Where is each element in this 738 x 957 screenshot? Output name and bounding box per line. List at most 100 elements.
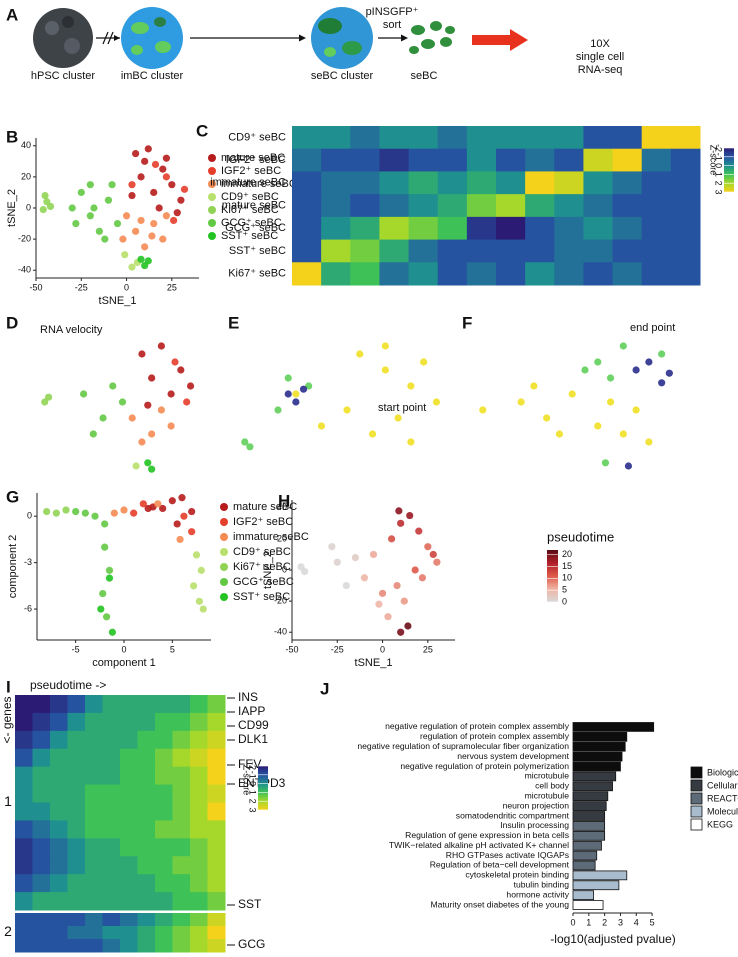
- colorbar-tick-label: 0: [248, 781, 258, 786]
- heat-cell: [321, 126, 351, 150]
- point: [43, 507, 51, 516]
- heat-cell: [15, 748, 33, 768]
- step-label: imBC cluster: [121, 70, 184, 82]
- category-label: Regulation of beta−cell development: [430, 860, 570, 870]
- colorbar-tick-label: 2: [248, 799, 258, 804]
- point: [594, 422, 602, 430]
- heat-cell: [32, 838, 51, 857]
- schematic: [33, 7, 528, 69]
- point: [299, 385, 308, 393]
- category-label: tubulin binding: [514, 880, 570, 890]
- point: [177, 196, 185, 204]
- cell-icon: [411, 25, 425, 35]
- heat-cell: [207, 695, 226, 714]
- heat-cell: [32, 926, 51, 940]
- heat-cell: [15, 766, 33, 786]
- heat-cell: [155, 926, 173, 940]
- point: [119, 235, 127, 243]
- heat-cell: [137, 784, 156, 803]
- heat-cell: [15, 939, 33, 953]
- heat-cell: [292, 126, 322, 150]
- x-axis-label: tSNE_1: [99, 295, 137, 307]
- heat-cell: [15, 926, 33, 940]
- heat-cell: [190, 802, 208, 821]
- bar: [572, 741, 626, 752]
- heat-cell: [379, 148, 410, 172]
- point: [177, 366, 185, 374]
- heat-cell: [583, 194, 614, 218]
- colorbar: [724, 148, 734, 192]
- heat-cell: [137, 926, 156, 940]
- heat-cell: [32, 748, 51, 768]
- bar: [572, 771, 617, 782]
- heat-cell: [554, 262, 584, 286]
- bar: [572, 821, 606, 831]
- heat-cell: [85, 939, 103, 953]
- heat-cell: [137, 766, 156, 786]
- heat-cell: [120, 926, 138, 940]
- heat-cell: [32, 712, 51, 732]
- step-label: seBC: [411, 70, 438, 82]
- point: [41, 191, 49, 200]
- break-mark: [102, 31, 114, 45]
- legend-label: GCG⁺ seBC: [233, 576, 294, 588]
- point: [369, 550, 378, 559]
- colorbar-tick-label: -2: [714, 144, 724, 152]
- point: [418, 574, 426, 582]
- heat-cell: [190, 856, 208, 875]
- point: [601, 459, 610, 467]
- gene-label: GCG: [238, 937, 265, 951]
- y-tick-label: -3: [24, 557, 32, 567]
- heat-cell: [85, 748, 103, 768]
- point: [95, 227, 103, 235]
- legend-marker: [208, 154, 216, 162]
- heat-cell: [437, 216, 468, 241]
- heat-cell: [292, 148, 322, 172]
- heat-cell: [641, 216, 672, 241]
- bar: [572, 870, 628, 881]
- point: [72, 219, 80, 228]
- heat-cell: [190, 926, 208, 940]
- row-label: immature seBC: [210, 177, 286, 189]
- legend-marker: [220, 548, 228, 556]
- x-tick-label: 5: [650, 917, 655, 927]
- point: [173, 520, 181, 528]
- heat-cell: [137, 802, 156, 821]
- heat-cell: [85, 838, 103, 857]
- heat-cell: [32, 695, 51, 714]
- point: [619, 342, 627, 350]
- heat-cell: [408, 171, 439, 195]
- heat-cell: [15, 838, 33, 857]
- heat-cell: [408, 126, 439, 150]
- heat-cell: [67, 766, 86, 786]
- heat-cell: [155, 939, 173, 953]
- heat-cell: [32, 874, 51, 893]
- heat-cell: [67, 802, 86, 821]
- heat-cell: [190, 712, 208, 732]
- y-axis-label: tSNE_2: [262, 551, 274, 589]
- cluster-label: 2: [4, 923, 12, 939]
- colorbar-tick-label: 3: [714, 189, 724, 194]
- heat-cell: [102, 695, 121, 714]
- heat-cell: [207, 712, 226, 732]
- colorbar: [258, 766, 268, 810]
- point: [101, 520, 109, 528]
- point: [101, 235, 109, 243]
- point: [274, 406, 282, 414]
- legend-label: mature seBC: [221, 152, 285, 164]
- heat-cell: [670, 194, 701, 218]
- heat-cell: [120, 695, 138, 714]
- point: [144, 504, 152, 513]
- point: [86, 181, 94, 189]
- point: [148, 232, 156, 240]
- panel-label: H: [278, 491, 290, 510]
- heat-cell: [207, 939, 226, 953]
- cell-icon: [409, 46, 419, 54]
- point: [132, 462, 140, 470]
- point: [162, 212, 170, 220]
- point: [101, 543, 109, 551]
- point: [103, 613, 111, 621]
- heat-cell: [525, 239, 555, 263]
- x-tick-label: 0: [124, 282, 129, 292]
- y-tick-label: -20: [18, 233, 31, 243]
